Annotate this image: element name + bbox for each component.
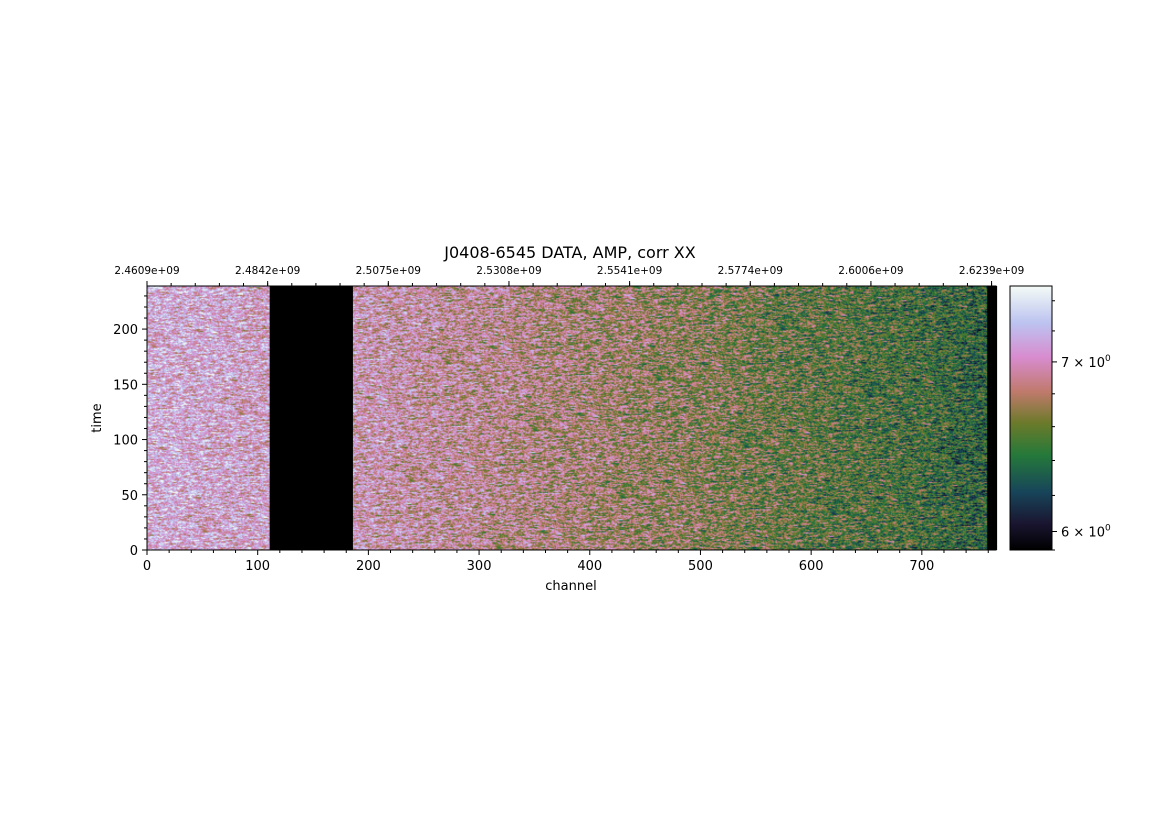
flagged-regions xyxy=(269,286,998,550)
top-tick-label: 2.6239e+09 xyxy=(959,265,1024,277)
y-axis-ticks: 0 50 100 150 200 xyxy=(113,295,147,559)
x-tick-label: 700 xyxy=(909,559,934,574)
x-tick-label: 200 xyxy=(356,559,381,574)
y-tick-label: 0 xyxy=(130,544,138,559)
y-tick-label: 50 xyxy=(121,489,138,504)
y-axis-label: time xyxy=(90,403,105,432)
top-tick-label: 2.4842e+09 xyxy=(235,265,300,277)
x-tick-label: 600 xyxy=(799,559,824,574)
flagged-region xyxy=(988,286,998,550)
x-tick-label: 500 xyxy=(688,559,713,574)
x-tick-label: 100 xyxy=(245,559,270,574)
colorbar-ticks: 6 × 100 7 × 100 xyxy=(1052,300,1111,551)
colorbar-tick-label: 6 × 100 xyxy=(1061,524,1111,541)
top-tick-label: 2.5075e+09 xyxy=(356,265,421,277)
y-tick-label: 150 xyxy=(113,378,138,393)
flagged-region xyxy=(269,286,353,550)
y-tick-label: 200 xyxy=(113,323,138,338)
x-axis-label: channel xyxy=(545,579,596,594)
plot-frame xyxy=(146,285,997,551)
top-tick-label: 2.5308e+09 xyxy=(476,265,541,277)
chart-title: J0408-6545 DATA, AMP, corr XX xyxy=(443,243,695,262)
top-axis-ticks: 2.4609e+09 2.4842e+09 2.5075e+09 2.5308e+09… xyxy=(114,265,1024,286)
top-tick-label: 2.6006e+09 xyxy=(838,265,903,277)
y-tick-label: 100 xyxy=(113,434,138,449)
top-tick-label: 2.5774e+09 xyxy=(718,265,783,277)
colorbar xyxy=(1009,285,1053,551)
x-axis-ticks: 0 100 200 300 400 500 600 700 xyxy=(143,550,989,574)
top-tick-label: 2.5541e+09 xyxy=(597,265,662,277)
x-tick-label: 0 xyxy=(143,559,151,574)
top-tick-label: 2.4609e+09 xyxy=(114,265,179,277)
colorbar-tick-label: 7 × 100 xyxy=(1061,354,1111,371)
x-tick-label: 400 xyxy=(577,559,602,574)
x-tick-label: 300 xyxy=(467,559,492,574)
